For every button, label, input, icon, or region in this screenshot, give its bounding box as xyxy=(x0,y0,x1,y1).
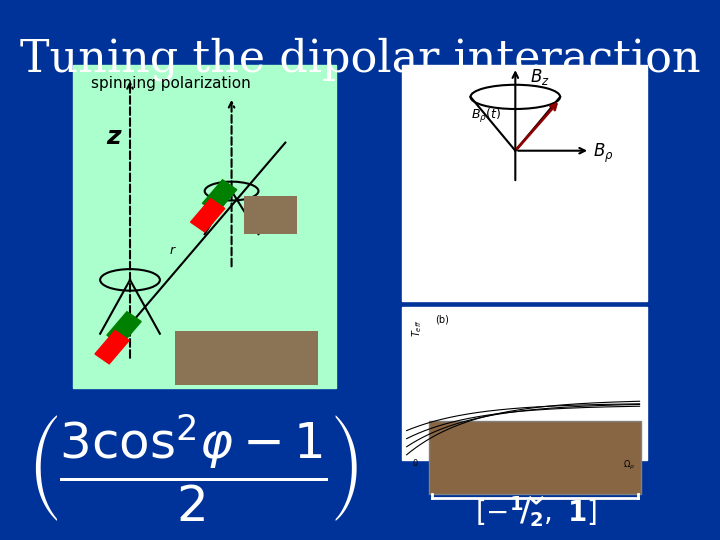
Polygon shape xyxy=(95,330,129,364)
FancyBboxPatch shape xyxy=(428,421,641,494)
Polygon shape xyxy=(107,312,141,345)
Text: $\left(\dfrac{3\cos^2\!\varphi - 1}{2}\right)$: $\left(\dfrac{3\cos^2\!\varphi - 1}{2}\r… xyxy=(27,413,359,524)
Text: z: z xyxy=(106,125,121,149)
FancyBboxPatch shape xyxy=(243,197,297,234)
Polygon shape xyxy=(202,180,237,213)
FancyBboxPatch shape xyxy=(175,331,318,385)
Text: $B_z$: $B_z$ xyxy=(530,68,550,87)
Text: Tuning the dipolar interaction: Tuning the dipolar interaction xyxy=(19,38,701,82)
Text: $B_\rho$: $B_\rho$ xyxy=(593,142,613,165)
Polygon shape xyxy=(191,199,225,232)
FancyBboxPatch shape xyxy=(402,307,647,460)
FancyBboxPatch shape xyxy=(402,65,647,301)
Text: $B_\rho(t)$: $B_\rho(t)$ xyxy=(470,107,500,125)
Text: $\Omega_\rho$: $\Omega_\rho$ xyxy=(623,458,635,471)
Text: spinning polarization: spinning polarization xyxy=(91,76,251,91)
FancyBboxPatch shape xyxy=(73,65,336,388)
Text: $[-\mathbf{^1\!/}_{\mathbf{2}},\ \mathbf{1}]$: $[-\mathbf{^1\!/}_{\mathbf{2}},\ \mathbf… xyxy=(475,494,597,529)
Text: $T_{eff}$: $T_{eff}$ xyxy=(410,320,423,337)
Text: r: r xyxy=(169,244,174,257)
Text: 0: 0 xyxy=(413,458,418,468)
Text: (b): (b) xyxy=(435,315,449,325)
